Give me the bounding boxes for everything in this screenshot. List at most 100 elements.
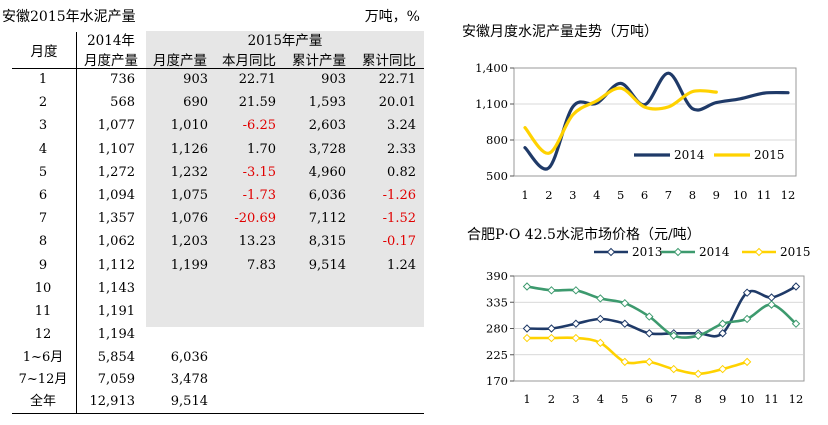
cell-2014-production: 1,077 (97, 118, 135, 134)
cell-2014-production: 1,062 (97, 234, 135, 250)
legend-label-2015: 2015 (754, 148, 785, 162)
cell-cumulative-yoy (354, 278, 416, 300)
header-month: 月度 (30, 44, 58, 60)
month-column-rule (76, 32, 77, 414)
data-point-2013 (767, 293, 776, 302)
series-line-2015 (525, 336, 749, 376)
cell-month: 2 (38, 95, 48, 111)
legend-label-2014: 2014 (674, 148, 705, 162)
data-point-2014 (522, 282, 532, 291)
series-line-2014 (525, 285, 798, 339)
y-tick-label: 1,400 (475, 61, 508, 75)
y-tick-label: 170 (486, 374, 508, 388)
cell-2015-production: 1,232 (170, 164, 208, 180)
header-2015-cum-yoy: 累计同比 (362, 53, 416, 69)
data-point-2015 (596, 338, 605, 348)
cell-cumulative-yoy: 1.24 (387, 257, 416, 273)
cell-2014-production: 1,107 (97, 141, 135, 157)
y-tick-label: 1,100 (475, 97, 508, 111)
x-tick-label: 8 (689, 188, 696, 202)
x-tick-label: 4 (597, 392, 604, 406)
cell-cumulative: 6,036 (308, 188, 346, 203)
cell-cumulative: 903 (321, 72, 346, 87)
x-tick-label: 9 (713, 188, 720, 202)
header-rule (12, 68, 424, 69)
cell-cumulative (284, 278, 346, 300)
cell-2015-production (146, 324, 208, 346)
x-tick-label: 1 (523, 392, 530, 406)
x-tick-label: 6 (641, 188, 648, 202)
header-2015-cumulative: 累计产量 (292, 53, 346, 69)
cell-cumulative: 1,593 (308, 95, 346, 111)
cell-monthly-yoy: 13.23 (238, 234, 276, 250)
cell-month: 9 (38, 257, 48, 273)
data-point-2013 (522, 324, 532, 333)
cell-monthly-yoy: -1.73 (242, 188, 276, 203)
cell-monthly-yoy: -6.25 (242, 118, 276, 134)
data-point-2015 (571, 333, 581, 343)
cell-2015-production (146, 301, 208, 323)
data-point-2015 (742, 357, 752, 367)
x-tick-label: 9 (719, 392, 726, 406)
x-tick-label: 3 (572, 392, 579, 406)
cell-month: 全年 (29, 394, 56, 409)
x-tick-label: 5 (617, 188, 624, 202)
data-point-2013 (742, 288, 752, 297)
data-point-2015 (547, 333, 556, 343)
legend-marker-2015 (754, 247, 764, 257)
cell-monthly-yoy (214, 301, 276, 323)
legend-label-2014: 2014 (699, 245, 730, 259)
data-point-2013 (596, 314, 605, 324)
x-tick-label: 10 (740, 392, 755, 406)
x-tick-label: 8 (695, 392, 702, 406)
legend-marker-2013 (606, 247, 616, 257)
header-2015-monthly: 月度产量 (153, 53, 207, 69)
cell-2014-production: 736 (110, 72, 135, 87)
data-point-2013 (571, 319, 581, 328)
x-tick-label: 6 (646, 392, 653, 406)
cell-cumulative: 4,960 (308, 164, 346, 180)
header-2014-line2: 月度产量 (84, 53, 138, 69)
data-point-2015 (522, 333, 532, 343)
y-tick-label: 390 (486, 269, 508, 283)
cell-cumulative-yoy (354, 301, 416, 323)
cell-month: 7~12月 (18, 372, 68, 387)
cell-month: 1 (38, 72, 48, 87)
x-tick-label: 12 (781, 188, 796, 202)
plot-frame (513, 67, 797, 177)
cell-cumulative (284, 324, 346, 346)
cell-monthly-yoy: 22.71 (238, 72, 276, 87)
cell-cumulative-yoy: 2.33 (387, 141, 416, 157)
data-point-2015 (620, 357, 630, 367)
cell-2015-production: 903 (183, 72, 208, 87)
legend-label-2015: 2015 (780, 245, 811, 259)
cell-2014-production: 1,272 (97, 164, 135, 180)
x-tick-label: 7 (670, 392, 677, 406)
cell-cumulative: 8,315 (308, 234, 346, 250)
cell-2015-production: 1,076 (170, 211, 208, 227)
cell-monthly-yoy: 1.70 (247, 141, 276, 157)
cell-month: 12 (34, 327, 52, 343)
data-point-2015 (669, 364, 678, 374)
series-line-2014 (523, 71, 790, 171)
cell-2014-production: 1,112 (97, 257, 135, 273)
x-tick-label: 3 (569, 188, 576, 202)
cell-monthly-yoy (214, 324, 276, 346)
cell-2015-production: 9,514 (170, 394, 208, 409)
data-point-2013 (791, 282, 801, 291)
cell-2014-production: 1,357 (97, 211, 135, 227)
data-point-2015 (693, 369, 703, 379)
x-tick-label: 5 (621, 392, 628, 406)
bottom-rule (12, 413, 424, 414)
cell-month: 4 (38, 141, 48, 157)
table-unit: 万吨，% (364, 9, 420, 25)
data-point-2015 (645, 357, 654, 367)
x-tick-label: 10 (733, 188, 748, 202)
cell-2015-production: 1,010 (170, 118, 208, 134)
x-tick-label: 2 (545, 188, 552, 202)
cell-monthly-yoy: 7.83 (247, 257, 276, 273)
x-tick-label: 4 (593, 188, 600, 202)
y-tick-label: 500 (486, 169, 508, 183)
